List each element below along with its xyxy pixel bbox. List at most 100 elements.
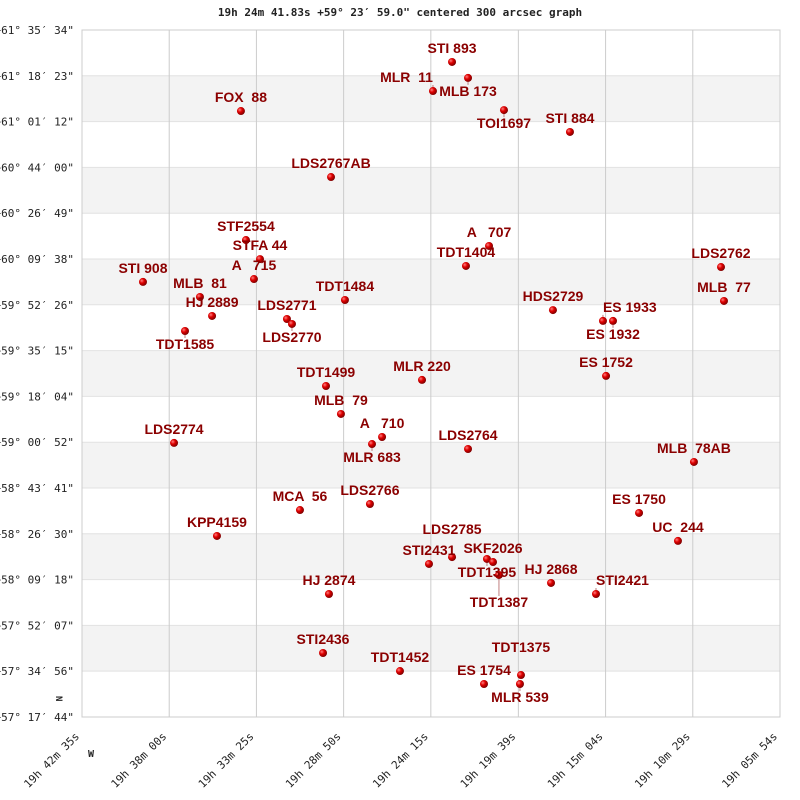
star-label: STI2436 xyxy=(297,631,350,647)
star-point xyxy=(321,382,330,391)
star-point xyxy=(673,536,682,545)
star-point xyxy=(515,680,524,689)
star-label: MLR 539 xyxy=(491,689,549,705)
y-tick-label: +59° 00′ 52" xyxy=(0,436,74,449)
y-tick-label: +61° 18′ 23" xyxy=(0,70,74,83)
y-tick-label: +59° 52′ 26" xyxy=(0,299,74,312)
chart-title: 19h 24m 41.83s +59° 23′ 59.0" centered 3… xyxy=(217,6,583,19)
y-tick-label: +58° 26′ 30" xyxy=(0,528,74,541)
star-label: TOI1697 xyxy=(477,115,531,131)
x-tick-label: 19h 42m 35s xyxy=(21,730,82,791)
star-label: ES 1752 xyxy=(579,354,633,370)
star-label: HJ 2874 xyxy=(302,572,355,588)
star-label: LDS2771 xyxy=(257,297,316,313)
star-point xyxy=(448,57,457,66)
star-point xyxy=(598,316,607,325)
star-point xyxy=(212,531,221,540)
star-point xyxy=(482,554,491,563)
star-label: A 710 xyxy=(360,415,405,431)
x-tick-label: 19h 33m 25s xyxy=(196,730,257,791)
y-tick-label: +61° 01′ 12" xyxy=(0,116,74,129)
star-point xyxy=(336,409,345,418)
x-tick-label: 19h 10m 29s xyxy=(632,730,693,791)
star-label: TDT1585 xyxy=(156,336,215,352)
star-point xyxy=(324,589,333,598)
star-label: STF2554 xyxy=(217,218,275,234)
star-label: MLB 81 xyxy=(173,275,227,291)
x-tick-label: 19h 24m 15s xyxy=(370,730,431,791)
star-point xyxy=(241,236,250,245)
star-label: MLB 79 xyxy=(314,392,368,408)
star-label: MLR 11 xyxy=(380,69,433,85)
star-label: STI 908 xyxy=(118,260,167,276)
star-point xyxy=(480,680,489,689)
star-label: STI 884 xyxy=(545,110,594,126)
y-tick-label: +61° 35′ 34" xyxy=(0,24,74,37)
star-point xyxy=(365,499,374,508)
star-label: STI2431 xyxy=(403,542,456,558)
star-point xyxy=(428,87,437,96)
star-label: MLB 78AB xyxy=(657,440,731,456)
star-label: A 715 xyxy=(232,257,277,273)
x-tick-label: 19h 38m 00s xyxy=(109,730,170,791)
star-label: MLR 220 xyxy=(393,358,451,374)
point-labels: FOX 88 STI 893 MLB 173 MLR 11 TOI1697 STI 884… xyxy=(118,40,751,705)
star-point xyxy=(609,316,618,325)
star-point xyxy=(548,306,557,315)
star-label: A 707 xyxy=(467,224,512,240)
star-point xyxy=(461,261,470,270)
star-point xyxy=(464,444,473,453)
star-label: ES 1750 xyxy=(612,491,666,507)
star-point xyxy=(499,106,508,115)
star-label: MLR 683 xyxy=(343,449,401,465)
star-label: TDT1484 xyxy=(316,278,375,294)
y-tick-label: +59° 18′ 04" xyxy=(0,390,74,403)
star-label: HDS2729 xyxy=(523,288,584,304)
star-label: STI2421 xyxy=(596,572,649,588)
star-point xyxy=(327,173,336,182)
y-tick-label: +57° 34′ 56" xyxy=(0,665,74,678)
star-label: ES 1754 xyxy=(457,662,511,678)
star-label: TDT1395 xyxy=(458,564,517,580)
star-label: LDS2774 xyxy=(144,421,203,437)
star-label: HJ 2889 xyxy=(186,294,239,310)
star-label: TDT1404 xyxy=(437,244,496,260)
star-point xyxy=(208,311,217,320)
star-point xyxy=(282,315,291,324)
y-tick-label: +57° 17′ 44" xyxy=(0,711,74,724)
star-point xyxy=(181,327,190,336)
star-point xyxy=(448,553,457,562)
star-point xyxy=(635,508,644,517)
star-point xyxy=(494,570,503,579)
star-label: TDT1452 xyxy=(371,649,430,665)
star-label: LDS2770 xyxy=(262,329,321,345)
star-point xyxy=(138,277,147,286)
star-label: UC 244 xyxy=(652,519,704,535)
star-label: LDS2766 xyxy=(340,482,399,498)
star-label: TDT1499 xyxy=(297,364,356,380)
x-tick-label: 19h 28m 50s xyxy=(283,730,344,791)
star-point xyxy=(485,241,494,250)
star-label: MCA 56 xyxy=(273,488,328,504)
y-tick-label: +60° 44′ 00" xyxy=(0,161,74,174)
y-tick-label: +58° 09′ 18" xyxy=(0,574,74,587)
y-tick-label: +59° 35′ 15" xyxy=(0,345,74,358)
star-point xyxy=(295,506,304,515)
axes: +61° 35′ 34" +61° 18′ 23" +61° 01′ 12" +60°… xyxy=(0,24,781,791)
star-point xyxy=(719,296,728,305)
star-label: MLB 77 xyxy=(697,279,751,295)
west-indicator: W xyxy=(88,749,95,760)
star-label: LDS2767AB xyxy=(291,155,370,171)
star-label: TDT1387 xyxy=(470,594,529,610)
star-point xyxy=(565,127,574,136)
star-label: ES 1932 xyxy=(586,326,640,342)
star-label: LDS2785 xyxy=(422,521,481,537)
star-point xyxy=(249,275,258,284)
star-point xyxy=(236,107,245,116)
star-label: ES 1933 xyxy=(603,299,657,315)
star-point xyxy=(689,457,698,466)
star-point xyxy=(424,559,433,568)
star-point xyxy=(287,319,296,328)
star-label: TDT1375 xyxy=(492,639,551,655)
